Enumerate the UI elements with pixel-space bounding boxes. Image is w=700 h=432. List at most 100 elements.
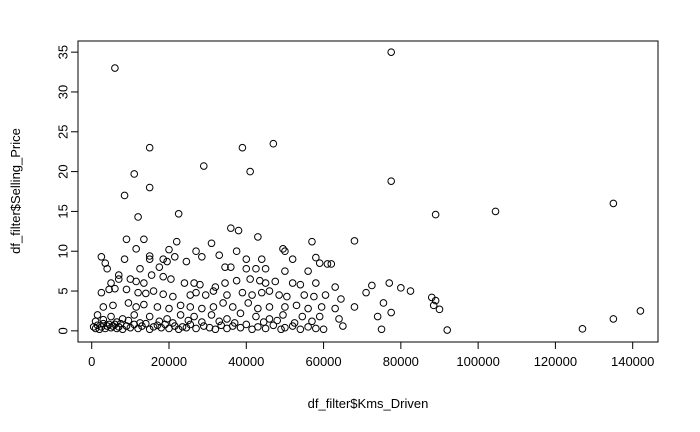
data-point [145,255,154,263]
data-point [142,289,150,298]
data-point [136,319,144,327]
data-point [113,318,121,326]
y-tick-label: 25 [56,125,71,139]
x-tick-label: 140000 [611,354,654,369]
data-point [114,271,123,279]
data-point [269,139,278,148]
data-point [242,320,251,329]
data-point [159,272,168,281]
data-point [192,247,200,256]
data-point [207,239,216,248]
data-point [211,325,220,334]
data-point [373,312,382,321]
data-point [269,321,278,330]
y-tick-label: 0 [56,327,71,334]
data-point [124,316,133,325]
y-tick-label: 10 [56,244,71,258]
data-point [198,318,206,326]
data-point [279,311,287,319]
data-point [114,275,123,283]
data-point [308,317,316,326]
data-point [315,259,324,267]
y-axis-label: df_filter$Selling_Price [8,128,23,254]
x-axis: 0 20000 40000 60000 80000 100000 120000 140000 [88,341,654,369]
data-point [234,226,243,235]
x-tick-label: 100000 [456,354,499,369]
data-point [252,312,260,321]
data-point [312,279,320,287]
data-point [219,299,227,307]
data-point [281,303,289,311]
data-point [609,199,618,208]
data-point [172,237,181,246]
data-point [174,325,183,334]
data-point [406,287,415,295]
data-point [145,143,154,152]
data-point [111,320,119,329]
y-tick-label: 15 [56,204,71,218]
data-point [190,312,198,321]
data-point [136,264,144,273]
data-point [145,252,154,260]
data-point [259,318,268,326]
data-point [236,323,245,332]
data-point [163,257,171,266]
data-point [337,295,345,303]
x-tick-label: 80000 [383,354,419,369]
data-point [265,315,274,323]
data-point [331,304,339,313]
data-point [99,315,108,324]
data-point [242,255,251,263]
data-point [103,322,111,330]
data-point [169,292,177,301]
data-point [97,288,106,297]
data-point [186,320,195,329]
data-point [292,301,301,310]
data-point [182,257,191,266]
data-point [636,307,645,315]
data-point [244,299,253,307]
data-point [142,319,150,328]
data-point [298,312,307,321]
data-point [198,304,206,313]
data-point [290,319,299,327]
data-point [109,322,117,330]
data-point [211,283,220,291]
data-point [153,303,162,311]
data-point [147,271,156,279]
data-point [300,291,309,299]
data-point [387,48,395,56]
data-point [124,299,133,307]
data-point [254,233,262,241]
data-point [319,325,328,334]
data-point [122,285,131,294]
data-point [105,285,113,294]
data-point [103,264,111,273]
data-point [209,303,218,311]
data-point [159,290,168,299]
data-point [288,279,297,287]
data-point [155,263,164,271]
data-point [271,277,280,286]
x-axis-label: df_filter$Kms_Driven [308,396,429,411]
data-point [443,326,452,334]
data-point [227,263,235,271]
data-point [134,288,142,297]
data-point [95,325,104,334]
y-tick-label: 5 [56,287,71,294]
data-point [93,311,102,319]
data-point [397,284,405,292]
data-point [227,224,235,232]
data-point [242,264,251,273]
data-point [145,325,154,334]
data-point [246,275,254,283]
x-tick-label: 20000 [151,354,187,369]
data-point [178,323,187,331]
data-point [130,170,139,178]
data-point [379,299,388,307]
data-point [288,255,297,263]
data-point [387,177,395,185]
data-point [230,319,239,327]
data-point [387,308,395,317]
